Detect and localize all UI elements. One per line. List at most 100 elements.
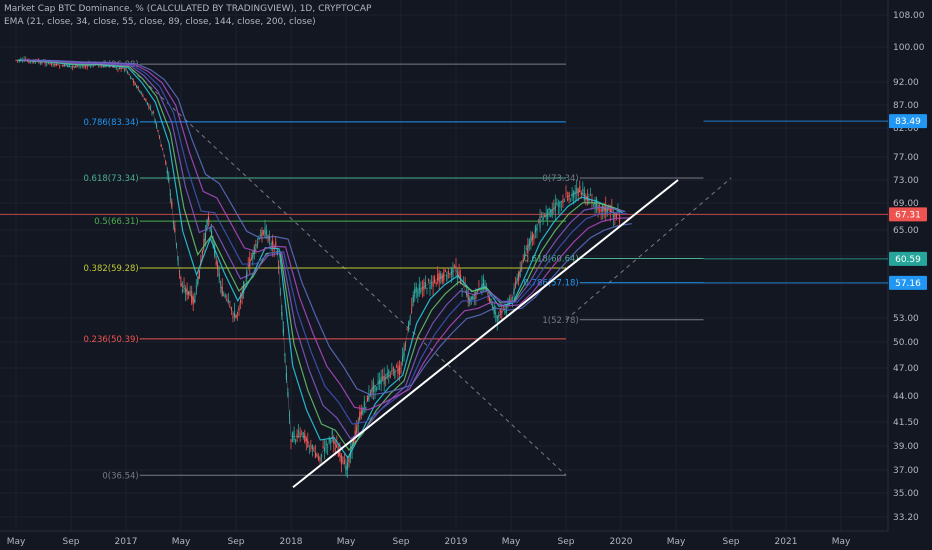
candle-body <box>282 328 284 334</box>
fib-right-level-label: 0(73.34) <box>542 174 578 184</box>
y-tick-label: 108.00 <box>893 11 925 21</box>
candle-body <box>28 59 30 64</box>
candle-body <box>528 239 530 246</box>
candle-body <box>331 430 333 435</box>
y-tick-label: 82.00 <box>893 124 919 134</box>
candle-body <box>455 266 457 268</box>
candle-body <box>400 370 402 372</box>
fib-left-level-label: 0.236(50.39) <box>83 335 138 345</box>
candle-body <box>435 282 437 284</box>
candle-body <box>337 450 339 457</box>
candle-body <box>198 270 200 279</box>
candle-body <box>582 188 584 191</box>
candle-body <box>125 67 127 70</box>
candle-body <box>243 281 245 294</box>
candle-body <box>184 288 187 295</box>
candle-body <box>463 283 465 284</box>
candle-body <box>420 289 422 293</box>
candle-body <box>320 454 323 458</box>
candle-body <box>218 273 220 277</box>
candle-body <box>210 230 213 236</box>
candle-body <box>169 193 171 196</box>
x-tick-label: 2019 <box>445 537 468 547</box>
candle-body <box>618 217 621 222</box>
candle-body <box>453 265 456 268</box>
candle-body <box>574 191 576 195</box>
candle-body <box>264 227 266 238</box>
candle-body <box>566 198 569 201</box>
candle-body <box>591 200 593 203</box>
candle-body <box>180 283 182 287</box>
candle-body <box>577 188 579 196</box>
candle-body <box>133 80 135 83</box>
candle-body <box>438 272 440 283</box>
ema-line <box>22 59 628 425</box>
candle-body <box>253 246 255 255</box>
candle-body <box>522 259 524 262</box>
y-tick-label: 53.00 <box>893 314 919 324</box>
candle-body <box>490 299 492 301</box>
candle-body <box>154 119 156 121</box>
candle-body <box>178 270 181 272</box>
candle-body <box>588 198 590 204</box>
candle-body <box>530 235 532 243</box>
candle-body <box>447 270 449 273</box>
candle-body <box>188 291 190 296</box>
candle-body <box>230 307 233 310</box>
candle-body <box>285 372 288 380</box>
candle-body <box>479 291 482 293</box>
candle-body <box>363 400 365 406</box>
candle-body <box>502 306 504 307</box>
ascending-trendline <box>292 179 679 489</box>
candle-body <box>129 77 132 78</box>
x-tick-label: 2021 <box>775 537 798 547</box>
candle-body <box>534 225 537 233</box>
candle-body <box>223 294 225 296</box>
candle-body <box>174 227 176 233</box>
candle-body <box>504 310 506 314</box>
candle-body <box>404 345 407 347</box>
candle-body <box>316 454 318 457</box>
candle-body <box>349 451 352 459</box>
candle-body <box>499 309 501 313</box>
candle-body <box>391 370 393 372</box>
candle-body <box>68 64 70 67</box>
candle-body <box>441 274 443 282</box>
candle-body <box>334 448 336 449</box>
y-tick-label: 35.00 <box>893 489 919 499</box>
candle-body <box>617 209 619 213</box>
candle-body <box>194 299 196 303</box>
chart-title: Market Cap BTC Dominance, % (CALCULATED … <box>4 4 372 14</box>
candle-body <box>430 283 433 285</box>
candle-body <box>15 60 17 61</box>
candle-body <box>531 232 533 241</box>
candle-body <box>34 61 37 63</box>
x-tick-label: 2020 <box>610 537 633 547</box>
x-tick-label: Sep <box>723 537 740 547</box>
candle-body <box>602 204 604 212</box>
candle-body <box>583 189 585 201</box>
fib-left-level-label: 0.618(73.34) <box>83 174 138 184</box>
candle-body <box>186 287 188 296</box>
candle-body <box>579 185 581 192</box>
candle-body <box>247 264 249 266</box>
candle-body <box>595 198 598 210</box>
candle-body <box>377 380 379 384</box>
candle-body <box>44 61 46 64</box>
candle-body <box>409 319 411 321</box>
candle-body <box>501 310 503 313</box>
candle-body <box>160 144 162 147</box>
candle-body <box>55 62 58 66</box>
candle-body <box>379 379 381 385</box>
x-tick-label: Sep <box>63 537 80 547</box>
y-tick-label: 44.00 <box>893 392 919 402</box>
candle-body <box>518 271 520 281</box>
candle-body <box>81 65 83 67</box>
y-tick-label: 50.00 <box>893 338 919 348</box>
x-tick-label: Sep <box>228 537 245 547</box>
candle-body <box>168 178 170 181</box>
price-badge-label: 83.49 <box>895 117 921 127</box>
candle-body <box>475 291 477 299</box>
